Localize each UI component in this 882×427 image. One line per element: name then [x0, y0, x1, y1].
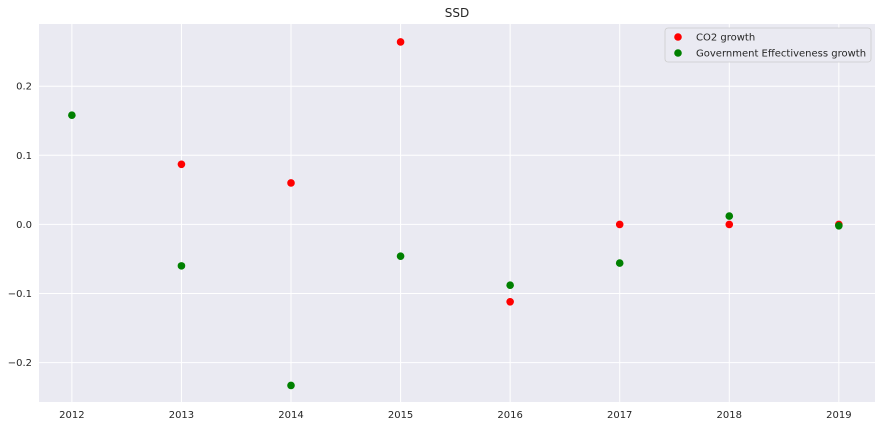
x-tick-label: 2015 — [388, 410, 413, 421]
legend: CO2 growth Government Effectiveness growt… — [664, 27, 872, 63]
x-tick-label: 2016 — [497, 410, 522, 421]
plot-area — [39, 24, 875, 402]
gov-effectiveness-point — [177, 262, 186, 270]
co2-growth-point — [177, 160, 186, 169]
gov-effectiveness-point — [287, 381, 295, 390]
x-tick-label: 2014 — [278, 410, 303, 421]
grid-lines — [39, 24, 875, 402]
x-axis-ticks: 2012 2013 2014 2015 2016 2017 2018 2019 — [59, 410, 851, 421]
gov-effectiveness-point — [835, 221, 843, 230]
chart-title: SSD — [445, 6, 469, 20]
y-tick-label: 0.1 — [16, 151, 32, 162]
gov-effectiveness-point — [615, 259, 624, 267]
gov-effectiveness-point — [396, 252, 405, 260]
gov-effectiveness-point — [68, 111, 76, 120]
x-tick-label: 2019 — [826, 410, 851, 421]
legend-marker — [674, 49, 682, 57]
y-axis-ticks: −0.2 −0.1 0.0 0.1 0.2 — [8, 82, 32, 369]
legend-label: Government Effectiveness growth — [696, 49, 866, 60]
legend-marker — [674, 33, 682, 41]
legend-label: CO2 growth — [696, 33, 755, 44]
gov-effectiveness-point — [506, 281, 514, 290]
co2-growth-point — [725, 220, 734, 229]
y-tick-label: 0.0 — [16, 220, 32, 231]
co2-growth-point — [287, 179, 295, 187]
co2-growth-point — [615, 220, 624, 229]
y-tick-label: −0.1 — [8, 289, 32, 300]
x-tick-label: 2018 — [717, 410, 742, 421]
data-points — [68, 38, 843, 390]
x-tick-label: 2012 — [59, 410, 84, 421]
y-tick-label: −0.2 — [8, 358, 32, 369]
x-tick-label: 2017 — [607, 410, 632, 421]
x-tick-label: 2013 — [169, 410, 194, 421]
legend-box — [664, 27, 872, 63]
y-tick-label: 0.2 — [16, 82, 32, 93]
co2-growth-point — [506, 297, 514, 306]
gov-effectiveness-point — [725, 212, 734, 220]
co2-growth-point — [396, 38, 405, 46]
